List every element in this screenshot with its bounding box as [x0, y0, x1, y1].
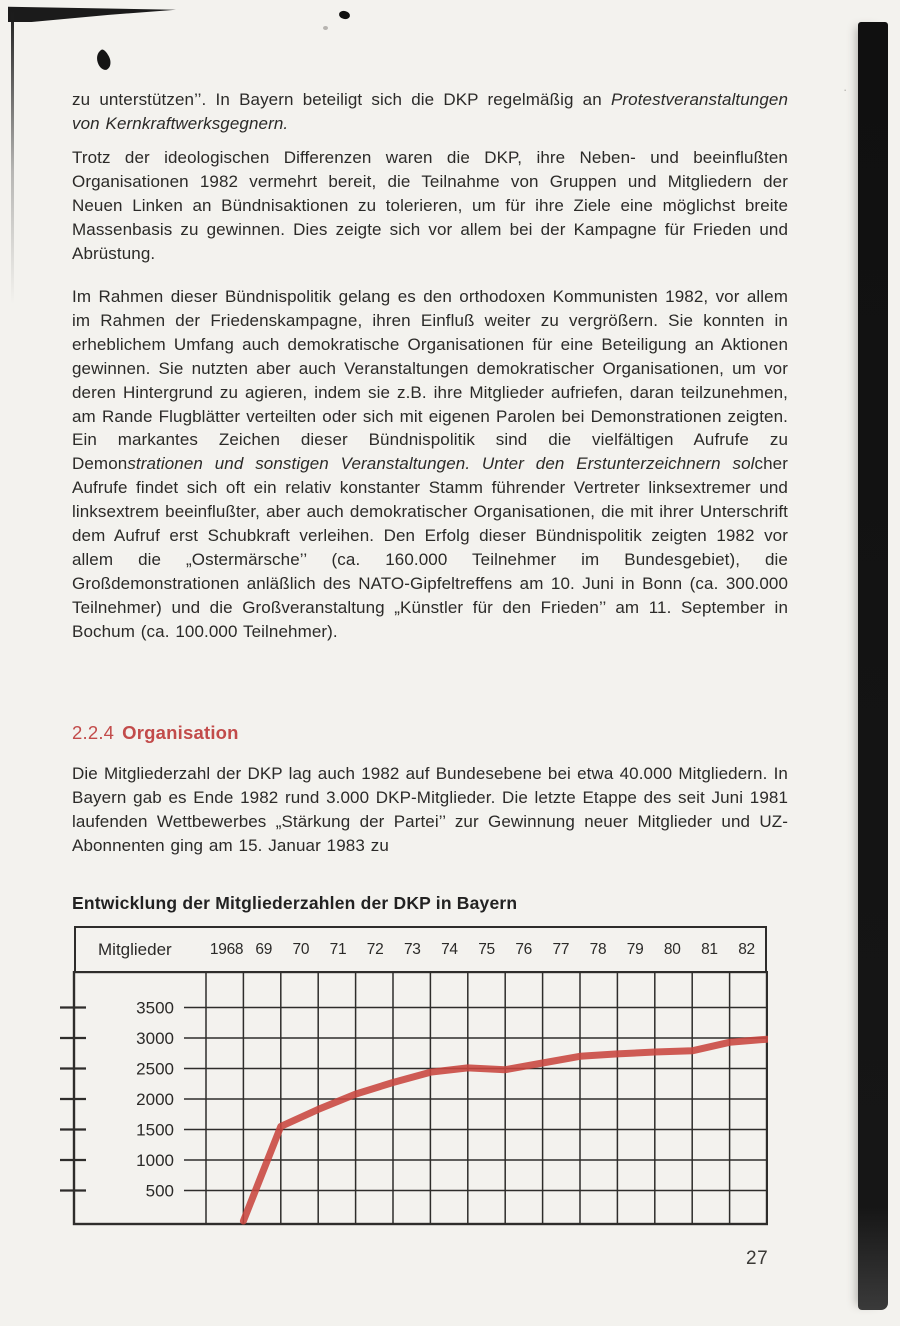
year-label: 81 [701, 940, 718, 958]
y-axis-label: 1000 [136, 1151, 174, 1170]
text-segment: Trotz der ideologischen Differenzen ware… [72, 148, 788, 263]
ink-dot-faint [323, 26, 328, 30]
year-label: 76 [515, 940, 533, 958]
year-label: 1968 [209, 940, 244, 958]
chart-y-axis-header: Mitglieder [98, 939, 172, 959]
y-axis-label: 500 [146, 1182, 174, 1201]
year-label: 75 [478, 940, 495, 958]
year-label: 72 [366, 940, 384, 958]
text-segment: Im Rahmen dieser Bündnispolitik gelang e… [72, 287, 788, 474]
text-segment: Die Mitgliederzahl der DKP lag auch 1982… [72, 764, 788, 855]
scan-edge-line [11, 9, 14, 304]
scan-smudge: · [843, 82, 848, 97]
page-number: 27 [746, 1248, 769, 1269]
year-label: 71 [329, 940, 347, 958]
year-label: 80 [663, 940, 681, 958]
paragraph: Trotz der ideologischen Differenzen ware… [72, 146, 788, 266]
italic-text-segment: strationen und sonstigen Veranstaltungen… [127, 454, 755, 474]
paragraph: Im Rahmen dieser Bündnispolitik gelang e… [72, 285, 788, 644]
text-segment: zu unterstützen’’. In Bayern beteiligt s… [72, 90, 611, 109]
section-title: Organisation [122, 722, 239, 743]
y-axis-label: 3000 [136, 1029, 174, 1048]
year-label: 69 [255, 940, 273, 958]
section-heading: 2.2.4 Organisation [72, 722, 788, 744]
year-label: 79 [626, 940, 644, 958]
year-label: 70 [292, 940, 310, 958]
chart-title: Entwicklung der Mitgliederzahlen der DKP… [72, 893, 518, 913]
text-segment: cher Aufrufe findet sich oft ein relativ… [72, 454, 788, 641]
year-label: 82 [738, 940, 755, 958]
membership-data-line [239, 1035, 768, 1225]
y-axis-label: 1500 [136, 1121, 174, 1140]
year-label: 74 [441, 940, 458, 958]
membership-line-chart: 3500 3000 2500 2000 1500 1000 500 [60, 971, 768, 1226]
year-label: 77 [552, 940, 570, 958]
y-axis-label: 2500 [136, 1060, 174, 1079]
chart-year-labels: 1968 69 70 71 72 73 74 75 76 77 78 79 80 81 82 [208, 941, 765, 959]
scan-corner-artifact [8, 6, 176, 22]
ink-dot [338, 9, 351, 21]
italic-text-segment: Protestveranstaltungen von Kernkraftwerk… [72, 90, 788, 133]
ink-mark [93, 48, 114, 72]
paragraph: Die Mitgliederzahl der DKP lag auch 1982… [72, 762, 788, 858]
binding-bar [858, 22, 888, 1310]
chart-header-row: Mitglieder 1968 69 70 71 72 73 74 75 76 77 78 79 80 8… [74, 926, 767, 971]
section-number: 2.2.4 [72, 722, 115, 743]
y-axis-label: 2000 [136, 1090, 174, 1109]
paragraph: zu unterstützen’’. In Bayern beteiligt s… [72, 88, 788, 136]
year-label: 78 [589, 940, 607, 958]
year-label: 73 [403, 940, 421, 958]
y-axis-label: 3500 [136, 999, 174, 1018]
plot-border [72, 971, 768, 1226]
